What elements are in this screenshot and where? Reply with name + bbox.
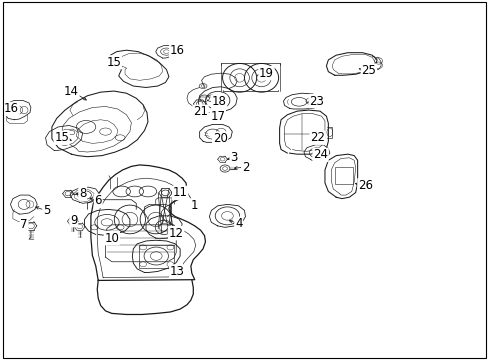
Text: 17: 17 [210, 110, 224, 123]
Text: 11: 11 [172, 186, 187, 199]
Text: 2: 2 [241, 161, 249, 174]
Text: 10: 10 [104, 231, 119, 244]
Text: 1: 1 [191, 199, 198, 212]
Text: 8: 8 [79, 187, 86, 200]
Text: 18: 18 [211, 95, 226, 108]
Bar [334, 167, 352, 184]
Text: 21: 21 [193, 105, 208, 118]
Text: 15: 15 [54, 131, 69, 144]
Text: 14: 14 [64, 85, 79, 98]
Bar [139, 244, 173, 268]
Text: 25: 25 [361, 64, 375, 77]
Text: 23: 23 [308, 95, 324, 108]
Text: 7: 7 [20, 218, 28, 231]
Text: 13: 13 [169, 265, 184, 278]
Text: 16: 16 [169, 44, 184, 57]
Text: 19: 19 [259, 67, 273, 80]
Text: 20: 20 [212, 132, 227, 145]
Text: 6: 6 [94, 194, 102, 207]
Text: 15: 15 [106, 56, 121, 69]
Text: 3: 3 [230, 151, 237, 164]
Text: 26: 26 [357, 179, 372, 192]
Text: 12: 12 [168, 226, 183, 239]
Text: 9: 9 [70, 214, 78, 227]
Text: 22: 22 [309, 131, 325, 144]
Text: 24: 24 [312, 148, 327, 161]
Text: 16: 16 [4, 103, 19, 116]
Text: 4: 4 [234, 217, 242, 230]
Text: 5: 5 [43, 204, 50, 217]
